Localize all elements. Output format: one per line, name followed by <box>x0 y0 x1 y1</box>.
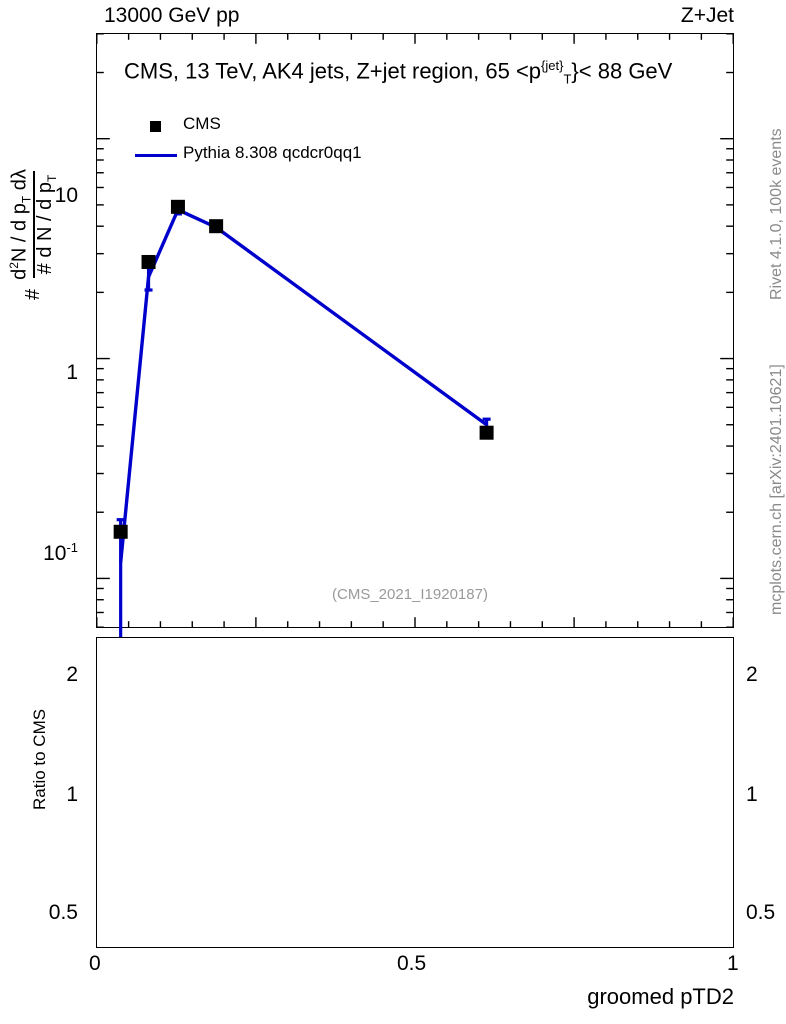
y-tick-0p1-mantissa: 10 <box>43 542 67 565</box>
x-tick-label-1: 1 <box>727 952 739 975</box>
y-den-sub: T <box>45 174 60 183</box>
plot-title-sub: T <box>563 71 572 87</box>
y-tick-label-10: 10 <box>54 184 78 207</box>
legend-item-mc: Pythia 8.308 qcdcr0qq1 <box>183 143 362 162</box>
legend-cms-marker-icon <box>150 121 161 132</box>
ratio-tick-label-left-0p5: 0.5 <box>48 901 78 924</box>
y-axis-label-wrap: # d2N / d pT dλ # d N / d pT <box>7 169 143 351</box>
legend-item-cms: CMS <box>183 114 221 133</box>
y-num-lambda: λ <box>8 169 31 180</box>
x-tick-label-0: 0 <box>89 952 101 975</box>
rivet-version-note: Rivet 4.1.0, 100k events <box>768 128 785 300</box>
plot-title-sup: {jet} <box>541 58 564 73</box>
ratio-tick-label-left-2: 2 <box>66 663 78 686</box>
ratio-y-axis-label: Ratio to CMS <box>30 708 49 810</box>
y-tick-label-1: 1 <box>66 361 78 384</box>
y-axis-numerator: d2N / d pT dλ <box>7 165 34 284</box>
y-num-c: d <box>8 179 31 196</box>
right-note-top-wrap: Rivet 4.1.0, 100k events <box>768 128 786 318</box>
right-note-bottom-wrap: mcplots.cern.ch [arXiv:2401.10621] <box>768 364 786 633</box>
x-axis-title: groomed pTD2 <box>587 984 734 1009</box>
header-beam-energy: 13000 GeV pp <box>104 4 240 27</box>
ratio-plot-panel <box>96 637 734 948</box>
legend-mc-line-icon <box>135 154 177 157</box>
x-tick-label-0p5: 0.5 <box>397 952 427 975</box>
y-num-sup: 2 <box>7 262 21 269</box>
y-axis-hash: # <box>21 288 44 300</box>
y-axis-fraction: d2N / d pT dλ # d N / d pT <box>7 165 60 284</box>
y-tick-label-0p1: 10-1 <box>12 540 78 566</box>
y-num-b: N / d p <box>8 203 31 263</box>
y-num-a: d <box>8 268 31 280</box>
analysis-watermark: (CMS_2021_I1920187) <box>332 586 488 603</box>
plot-title-post: }< 88 GeV <box>571 58 673 84</box>
ratio-tick-label-left-1: 1 <box>66 783 78 806</box>
y-tick-0p1-exponent: -1 <box>66 540 78 555</box>
mcplots-reference-note: mcplots.cern.ch [arXiv:2401.10621] <box>768 364 785 615</box>
plot-title: CMS, 13 TeV, AK4 jets, Z+jet region, 65 … <box>124 58 672 87</box>
ratio-tick-label-right-0p5: 0.5 <box>746 901 776 924</box>
header-process: Z+Jet <box>680 4 734 27</box>
ratio-tick-label-right-1: 1 <box>746 783 758 806</box>
ratio-tick-label-right-2: 2 <box>746 663 758 686</box>
plot-title-pre: CMS, 13 TeV, AK4 jets, Z+jet region, 65 … <box>124 58 542 84</box>
